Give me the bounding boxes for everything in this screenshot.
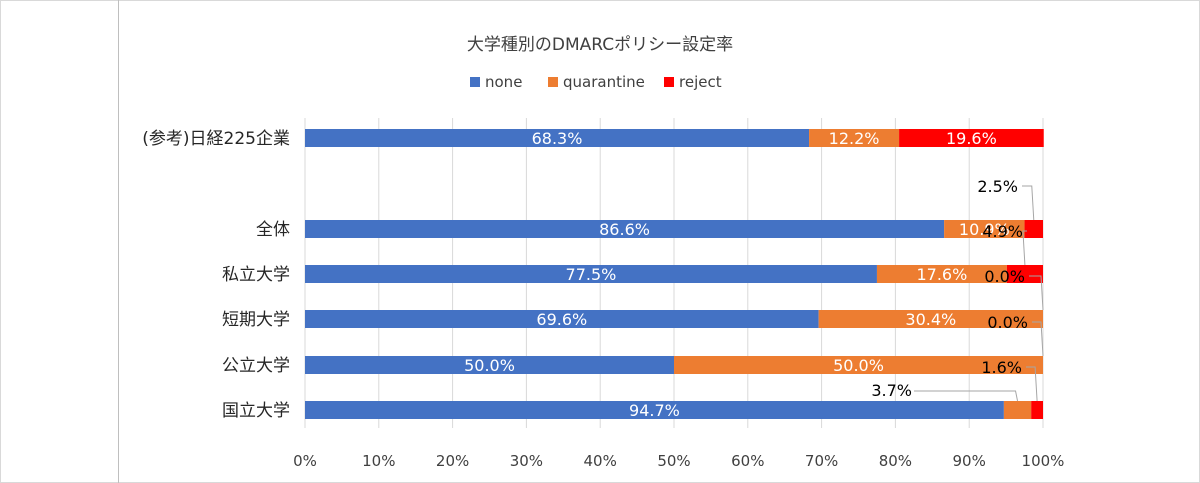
category-label: 国立大学 xyxy=(222,401,290,421)
legend-label: quarantine xyxy=(563,73,645,91)
value-axis: 0% 10% 20% 30% 40% 50% 60% 70% 80% 90% 100% xyxy=(293,452,1064,470)
bar-segment-quarantine xyxy=(1003,401,1032,419)
legend-label: reject xyxy=(679,73,722,91)
category-label: 公立大学 xyxy=(222,356,290,376)
legend-label: none xyxy=(485,73,522,91)
data-label: 50.0% xyxy=(464,356,515,375)
bar-segment-none xyxy=(305,356,674,374)
bar-segment-none xyxy=(305,220,945,238)
data-label: 94.7% xyxy=(629,401,680,420)
bar-segment-quarantine xyxy=(944,220,1025,238)
data-label: 10.9% xyxy=(959,220,1010,239)
bar-segment-reject xyxy=(1024,220,1043,238)
data-label: 19.6% xyxy=(946,129,997,148)
leader-line xyxy=(914,390,1019,402)
data-label: 12.2% xyxy=(829,129,880,148)
data-label: 2.5% xyxy=(977,177,1018,196)
data-labels: 68.3% 12.2% 19.6% 86.6% 10.9% 77.5% 17.6% 69.6%… xyxy=(464,129,1044,420)
data-label: 0.0% xyxy=(987,313,1028,332)
x-tick-label: 30% xyxy=(510,452,543,470)
bar-segment-reject xyxy=(1031,401,1043,419)
bar-segment-quarantine xyxy=(674,356,1043,374)
bar-segment-quarantine xyxy=(809,129,900,147)
x-tick-label: 90% xyxy=(953,452,986,470)
bar-segment-none xyxy=(305,265,877,283)
data-label: 1.6% xyxy=(981,358,1022,377)
bar-segment-quarantine xyxy=(818,310,1043,328)
x-tick-label: 60% xyxy=(731,452,764,470)
bar-segment-none xyxy=(305,401,1004,419)
bar-segment-none xyxy=(305,129,810,147)
bar-segment-none xyxy=(305,310,819,328)
leader-line xyxy=(1022,185,1035,221)
data-label: 3.7% xyxy=(871,381,912,400)
data-label: 68.3% xyxy=(532,129,583,148)
x-tick-label: 20% xyxy=(436,452,469,470)
bar-segment-quarantine xyxy=(876,265,1007,283)
x-tick-label: 100% xyxy=(1022,452,1065,470)
legend-swatch xyxy=(548,77,558,87)
category-label: 私立大学 xyxy=(222,265,290,285)
leader-line xyxy=(1022,230,1027,266)
data-label: 69.6% xyxy=(536,310,587,329)
data-label: 50.0% xyxy=(833,356,884,375)
x-tick-label: 70% xyxy=(805,452,838,470)
data-label: 17.6% xyxy=(916,265,967,284)
data-label: 30.4% xyxy=(905,310,956,329)
bar-segment-reject xyxy=(899,129,1044,147)
data-label: 0.0% xyxy=(984,267,1025,286)
leader-line xyxy=(1029,275,1044,311)
legend: none quarantine reject xyxy=(470,73,722,91)
x-tick-label: 50% xyxy=(657,452,690,470)
category-label: 短期大学 xyxy=(222,310,290,330)
leader-line xyxy=(1026,366,1038,402)
bars xyxy=(305,129,1044,419)
x-tick-label: 10% xyxy=(362,452,395,470)
category-label: 全体 xyxy=(256,220,290,240)
data-label: 4.9% xyxy=(982,222,1023,241)
data-label: 77.5% xyxy=(566,265,617,284)
category-label: (参考)日経225企業 xyxy=(142,129,290,149)
legend-swatch xyxy=(664,77,674,87)
x-tick-label: 0% xyxy=(293,452,317,470)
data-label: 86.6% xyxy=(599,220,650,239)
x-tick-label: 80% xyxy=(879,452,912,470)
leader-line xyxy=(1032,321,1044,357)
chart-title: 大学種別のDMARCポリシー設定率 xyxy=(467,35,733,55)
x-tick-label: 40% xyxy=(584,452,617,470)
bar-segment-reject xyxy=(1006,265,1043,283)
legend-swatch xyxy=(470,77,480,87)
